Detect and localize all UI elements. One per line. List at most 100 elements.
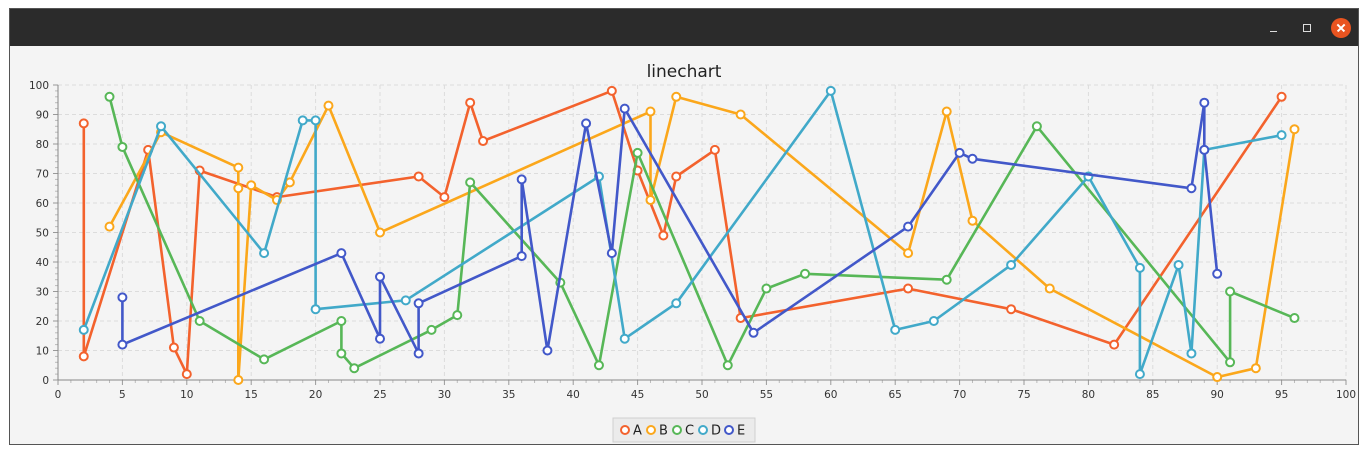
title-bar [10,9,1358,46]
y-tick-label: 30 [36,287,49,299]
y-tick-label: 20 [36,316,49,328]
series-B [104,91,1300,385]
data-point-A [709,144,720,155]
x-tick-label: 50 [695,389,708,401]
data-point-D [1134,369,1145,380]
series-A [78,85,1287,380]
data-point-B [671,91,682,102]
x-tick-label: 80 [1082,389,1095,401]
data-point-D [310,115,321,126]
data-point-D [1173,259,1184,270]
legend-item-A: A [620,424,642,439]
data-point-B [1250,363,1261,374]
data-point-D [1134,262,1145,273]
x-tick-label: 75 [1017,389,1030,401]
maximize-button[interactable] [1297,18,1317,38]
data-point-C [117,141,128,152]
x-tick-label: 30 [438,389,451,401]
data-point-C [194,316,205,326]
data-point-D [671,298,682,309]
data-point-E [336,248,347,259]
y-tick-label: 60 [36,198,49,210]
data-point-A [78,118,89,129]
data-point-C [1225,357,1236,368]
close-button[interactable] [1331,18,1351,38]
data-point-C [761,283,772,294]
data-point-D [156,121,167,132]
y-tick-label: 0 [42,375,49,387]
data-point-A [1006,304,1017,315]
app-window: linechart 0 10 20 30 40 50 60 70 80 90 100 0 5 10 15 20… [9,8,1359,445]
data-point-B [233,183,244,194]
data-point-E [1199,97,1210,108]
x-tick-label: 70 [953,389,966,401]
data-point-C [259,354,270,365]
series-C [104,91,1300,374]
data-point-E [542,345,553,356]
data-point-D [310,304,321,315]
data-point-C [336,348,347,359]
legend-marker-D [698,425,708,435]
data-point-D [928,316,939,326]
data-point-C [1225,286,1236,297]
data-point-A [168,342,179,353]
y-tick-label: 40 [36,257,49,269]
x-tick-label: 60 [824,389,837,401]
data-point-C [722,360,733,371]
x-tick-label: 90 [1211,389,1224,401]
data-point-B [1212,372,1223,383]
x-tick-label: 95 [1275,389,1288,401]
x-tick-label: 5 [119,389,126,401]
data-point-A [1109,339,1120,350]
minimize-button[interactable] [1263,18,1283,38]
data-point-C [941,274,952,285]
data-point-E [1199,144,1210,155]
data-point-E [375,333,385,344]
legend-label-C: C [685,424,694,439]
data-point-E [903,221,914,232]
data-point-D [297,115,308,126]
data-point-B [375,227,385,238]
x-tick-label: 55 [760,389,773,401]
data-point-E [375,271,385,282]
data-point-C [1031,121,1042,132]
data-point-C [104,91,115,102]
x-tick-label: 10 [180,389,193,401]
data-point-E [516,251,527,262]
x-tick-label: 15 [245,389,258,401]
data-point-B [967,215,978,226]
data-point-B [233,375,244,385]
data-point-C [426,324,437,335]
data-point-E [516,174,527,185]
data-point-D [1186,348,1197,359]
legend-marker-E [724,425,734,435]
data-point-C [593,360,604,371]
data-point-D [825,85,836,96]
data-point-E [1212,268,1223,279]
data-point-E [117,339,128,350]
legend-label-B: B [659,424,668,439]
legend: A B C D E [612,417,756,443]
data-point-A [465,97,476,108]
legend-marker-C [672,425,682,435]
data-point-C [800,268,811,279]
data-point-E [117,292,128,303]
y-tick-label: 50 [36,228,49,240]
line-chart: linechart 0 10 20 30 40 50 60 70 80 90 100 0 5 10 15 20… [29,62,1356,443]
data-point-D [78,324,89,335]
legend-item-E: E [724,424,745,439]
x-tick-label: 100 [1336,389,1356,401]
data-point-B [645,195,656,206]
data-point-D [400,295,411,306]
data-point-E [954,147,965,158]
data-point-A [78,351,89,362]
data-point-B [903,248,914,259]
data-point-D [890,324,901,335]
x-tick-label: 20 [309,389,322,401]
series-D [78,85,1287,380]
chart-title: linechart [647,62,722,82]
x-tick-label: 35 [502,389,515,401]
data-point-E [619,103,630,114]
data-point-C [349,363,360,374]
data-point-B [941,106,952,117]
